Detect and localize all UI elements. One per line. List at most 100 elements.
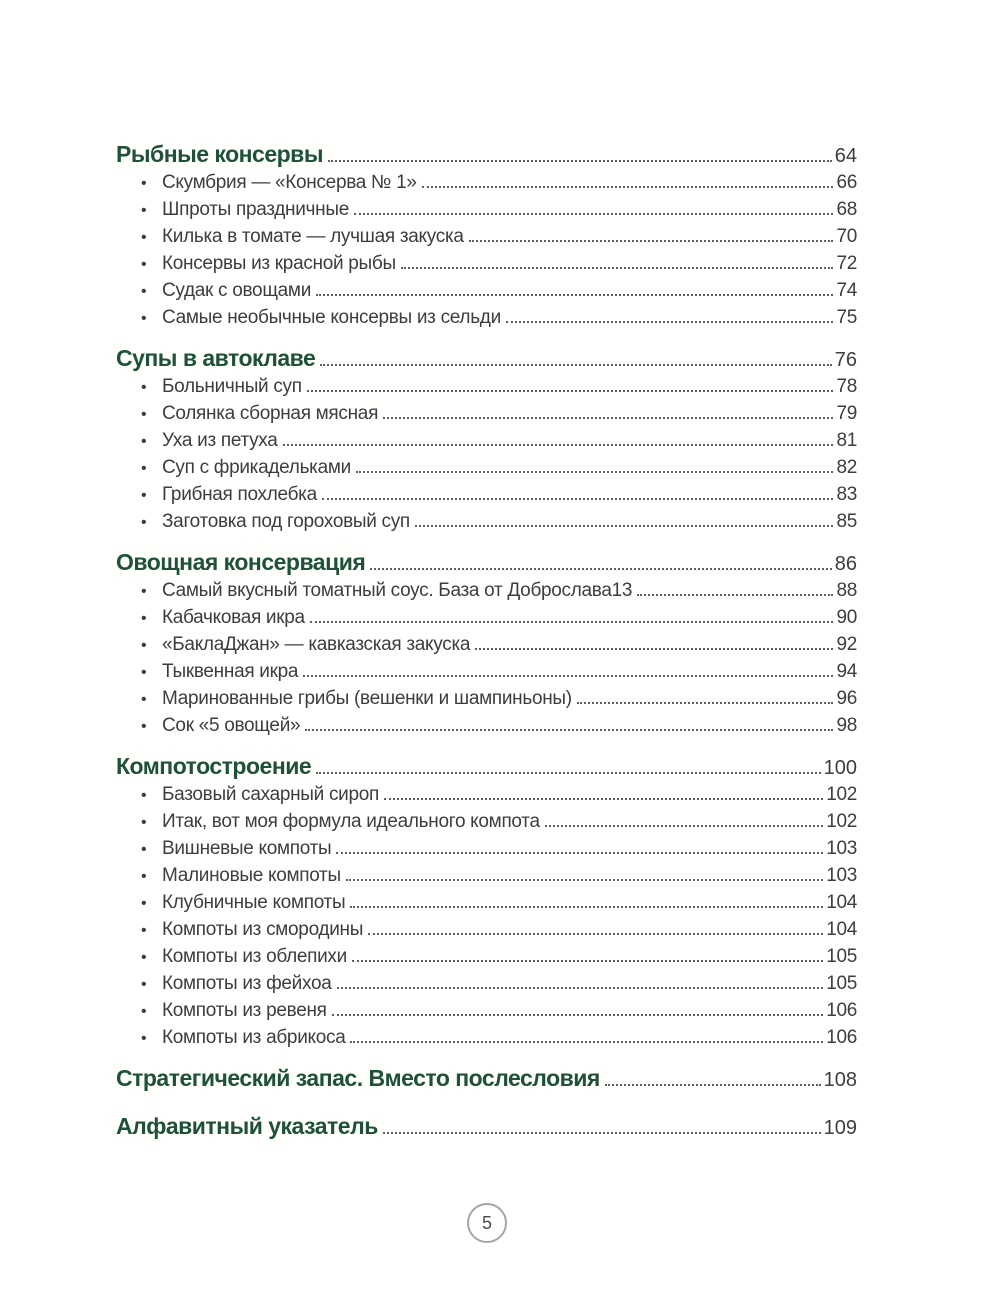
page-number: 81 [836,430,857,451]
toc-item: • Базовый сахарный сироп 102 [116,782,857,809]
page-number: 83 [836,484,857,505]
toc-item: • Самые необычные консервы из сельди 75 [116,305,857,332]
toc-item-label: Маринованные грибы (вешенки и шампиньоны… [162,688,572,709]
bullet-icon: • [141,175,147,192]
toc-item-label: Вишневые компоты [162,838,332,859]
toc-item: • Компоты из ревеня 106 [116,998,857,1025]
dot-leader-line [468,240,834,242]
toc-item: • «БаклаДжан» — кавказская закуска 92 [116,632,857,659]
page-footer: 5 [0,1203,1000,1243]
dot-leader-line [306,390,834,392]
bullet-icon: • [141,691,147,708]
toc-item: • Маринованные грибы (вешенки и шампиньон… [116,686,857,713]
toc-section-header-label: Компотостроение [116,753,312,779]
bullet-icon: • [141,922,147,939]
page-number: 76 [834,349,857,371]
dot-leader-line [370,568,832,570]
page-number-badge: 5 [467,1203,507,1243]
dot-leader-line [320,364,832,366]
dot-leader-line [316,294,834,296]
bullet-icon: • [141,202,147,219]
bullet-icon: • [141,583,147,600]
toc-item-label: Уха из петуха [162,430,278,451]
toc-item: • Самый вкусный томатный соус. База от До… [116,578,857,605]
dot-leader-line [321,498,834,500]
toc-item-label: Суп с фрикадельками [162,457,351,478]
toc-section: Компотостроение 100 • Базовый сахарный сиро… [116,752,857,1052]
dot-leader-line [350,1041,824,1043]
toc-item-label: Малиновые компоты [162,865,341,886]
bullet-icon: • [141,406,147,423]
toc-item-label: Килька в томате — лучшая закуска [162,226,464,247]
page-number: 106 [826,1027,857,1048]
toc-item: • Итак, вот моя формула идеального компот… [116,809,857,836]
page-number: 108 [823,1069,857,1091]
dot-leader-line [414,525,834,527]
page-number: 98 [836,715,857,736]
toc-item-label: Грибная похлебка [162,484,317,505]
dot-leader-line [576,702,834,704]
dot-leader-line [327,160,832,162]
toc-standalone-entry: Стратегический запас. Вместо послесловия… [116,1064,857,1094]
dot-leader-line [637,594,834,596]
bullet-icon: • [141,637,147,654]
bullet-icon: • [141,229,147,246]
toc-item-label: Итак, вот моя формула идеального компота [162,811,540,832]
toc-section-header-label: Супы в автоклаве [116,345,316,371]
toc-item: • Уха из петуха 81 [116,428,857,455]
toc-section: Рыбные консервы 64 • Скумбрия — «Консерва №… [116,140,857,332]
toc-standalone-entry: Алфавитный указатель 109 [116,1112,857,1142]
page-number: 64 [834,145,857,167]
bullet-icon: • [141,610,147,627]
toc-item-label: Скумбрия — «Консерва № 1» [162,172,417,193]
toc-item: • Тыквенная икра 94 [116,659,857,686]
toc-standalone-entry-label: Стратегический запас. Вместо послесловия [116,1065,600,1091]
dot-leader-line [305,729,834,731]
toc-item: • Консервы из красной рыбы 72 [116,251,857,278]
dot-leader-line [345,879,824,881]
toc-item: • Кабачковая икра 90 [116,605,857,632]
dot-leader-line [421,186,834,188]
dot-leader-line [368,933,824,935]
page-number: 85 [836,511,857,532]
page-number: 86 [834,553,857,575]
toc-item: • Солянка сборная мясная 79 [116,401,857,428]
dot-leader-line [303,675,834,677]
toc-section-header: Овощная консервация 86 [116,548,857,578]
toc-item-label: Кабачковая икра [162,607,305,628]
bullet-icon: • [141,814,147,831]
page-number: 96 [836,688,857,709]
page-number: 100 [823,757,857,779]
toc-item-label: Больничный суп [162,376,302,397]
page-number: 74 [836,280,857,301]
bullet-icon: • [141,487,147,504]
page-number: 106 [826,1000,857,1021]
page-number: 66 [836,172,857,193]
bullet-icon: • [141,256,147,273]
toc-item: • Клубничные компоты 104 [116,890,857,917]
toc-item-label: Сок «5 овощей» [162,715,301,736]
page-number-label: 5 [481,1212,492,1233]
page-number: 78 [836,376,857,397]
toc-item-label: Консервы из красной рыбы [162,253,396,274]
dot-leader-line [336,987,824,989]
bullet-icon: • [141,310,147,327]
toc-item-label: Базовый сахарный сироп [162,784,379,805]
page-number: 79 [836,403,857,424]
dot-leader-line [282,444,834,446]
dot-leader-line [475,648,834,650]
toc-item-label: Заготовка под гороховый суп [162,511,410,532]
page-number: 105 [826,946,857,967]
bullet-icon: • [141,895,147,912]
toc-section-header-label: Рыбные консервы [116,141,323,167]
page-number: 70 [836,226,857,247]
bullet-icon: • [141,379,147,396]
toc-item-label: Компоты из абрикоса [162,1027,346,1048]
toc-section-header: Рыбные консервы 64 [116,140,857,170]
toc-item-label: Судак с овощами [162,280,312,301]
toc-item: • Компоты из абрикоса 106 [116,1025,857,1052]
toc-item-label: Клубничные компоты [162,892,346,913]
toc-item: • Килька в томате — лучшая закуска 70 [116,224,857,251]
dot-leader-line [544,825,824,827]
bullet-icon: • [141,433,147,450]
